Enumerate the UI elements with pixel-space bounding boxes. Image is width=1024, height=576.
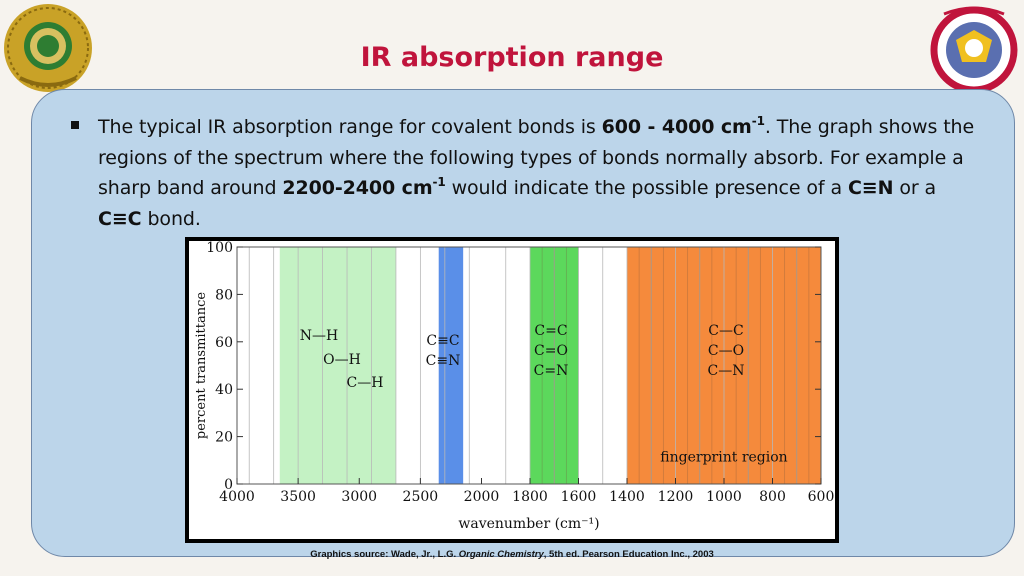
absorption-region	[279, 247, 396, 484]
bullet-marker	[71, 121, 79, 129]
x-tick-label: 1800	[512, 489, 548, 505]
x-tick-label: 1200	[658, 489, 694, 505]
bond-label: C≡C	[426, 333, 459, 349]
ir-spectrum-figure: 0 20 40 60 80 100 4000 3500 3000 2500 2000 1800 1600…	[185, 237, 839, 543]
x-tick-label: 3000	[341, 489, 377, 505]
y-tick-label: 80	[215, 287, 233, 303]
y-tick-label: 100	[206, 240, 233, 256]
bond-label: C—N	[708, 363, 745, 379]
x-tick-label: 1600	[561, 489, 597, 505]
bullet-paragraph: The typical IR absorption range for cova…	[98, 112, 978, 234]
text-run: or a	[893, 177, 937, 199]
x-tick-label: 2000	[464, 489, 500, 505]
y-tick-label: 20	[215, 430, 233, 446]
university-logo	[0, 0, 96, 96]
bond-label: N—H	[300, 328, 338, 344]
bond-label: C=C	[534, 323, 567, 339]
bond-label: C—H	[347, 375, 384, 391]
x-tick-label: 1000	[706, 489, 742, 505]
y-tick-label: 0	[224, 477, 233, 493]
y-tick-label: 60	[215, 335, 233, 351]
y-axis-label: percent transmittance	[194, 292, 209, 440]
caption-text: Graphics source: Wade, Jr., L.G.	[310, 549, 459, 560]
x-tick-label: 800	[759, 489, 786, 505]
bold-range: 600 - 4000 cm	[601, 116, 752, 138]
x-tick-label: 4000	[219, 489, 255, 505]
absorption-region	[438, 247, 464, 484]
bold-range: 2200-2400 cm	[282, 177, 433, 199]
bond-label: C—O	[708, 343, 744, 359]
x-axis-label: wavenumber (cm⁻¹)	[458, 516, 599, 532]
slide-title: IR absorption range	[360, 42, 664, 73]
graphics-source-caption: Graphics source: Wade, Jr., L.G. Organic…	[0, 549, 1024, 560]
bond-label: C=N	[534, 363, 569, 379]
caption-book-title: Organic Chemistry	[458, 549, 544, 560]
text-run: would indicate the possible presence of …	[445, 177, 848, 199]
superscript: -1	[432, 175, 446, 189]
bond-label: C≡N	[426, 353, 461, 369]
x-tick-label: 3500	[280, 489, 316, 505]
caption-text: , 5th ed. Pearson Education Inc., 2003	[543, 549, 714, 560]
bond-label: C—C	[708, 323, 743, 339]
bond-cn: C≡N	[847, 177, 894, 199]
ir-spectrum-chart: 0 20 40 60 80 100 4000 3500 3000 2500 2000 1800 1600…	[189, 240, 835, 539]
text-run: The typical IR absorption range for cova…	[98, 116, 602, 138]
bond-label: O—H	[323, 352, 361, 368]
text-run: bond.	[141, 207, 201, 230]
plot-frame	[236, 246, 822, 485]
x-tick-label: 2500	[403, 489, 439, 505]
x-tick-label: 1400	[609, 489, 645, 505]
text-run: . The graph shows the regions of the spe…	[98, 116, 975, 199]
region-name-label: fingerprint region	[660, 449, 787, 465]
y-tick-label: 40	[215, 382, 233, 398]
college-logo	[926, 0, 1022, 96]
bond-cc: C≡C	[98, 207, 142, 230]
x-tick-label: 600	[808, 489, 835, 505]
bond-label: C=O	[534, 343, 568, 359]
superscript: -1	[751, 114, 765, 128]
